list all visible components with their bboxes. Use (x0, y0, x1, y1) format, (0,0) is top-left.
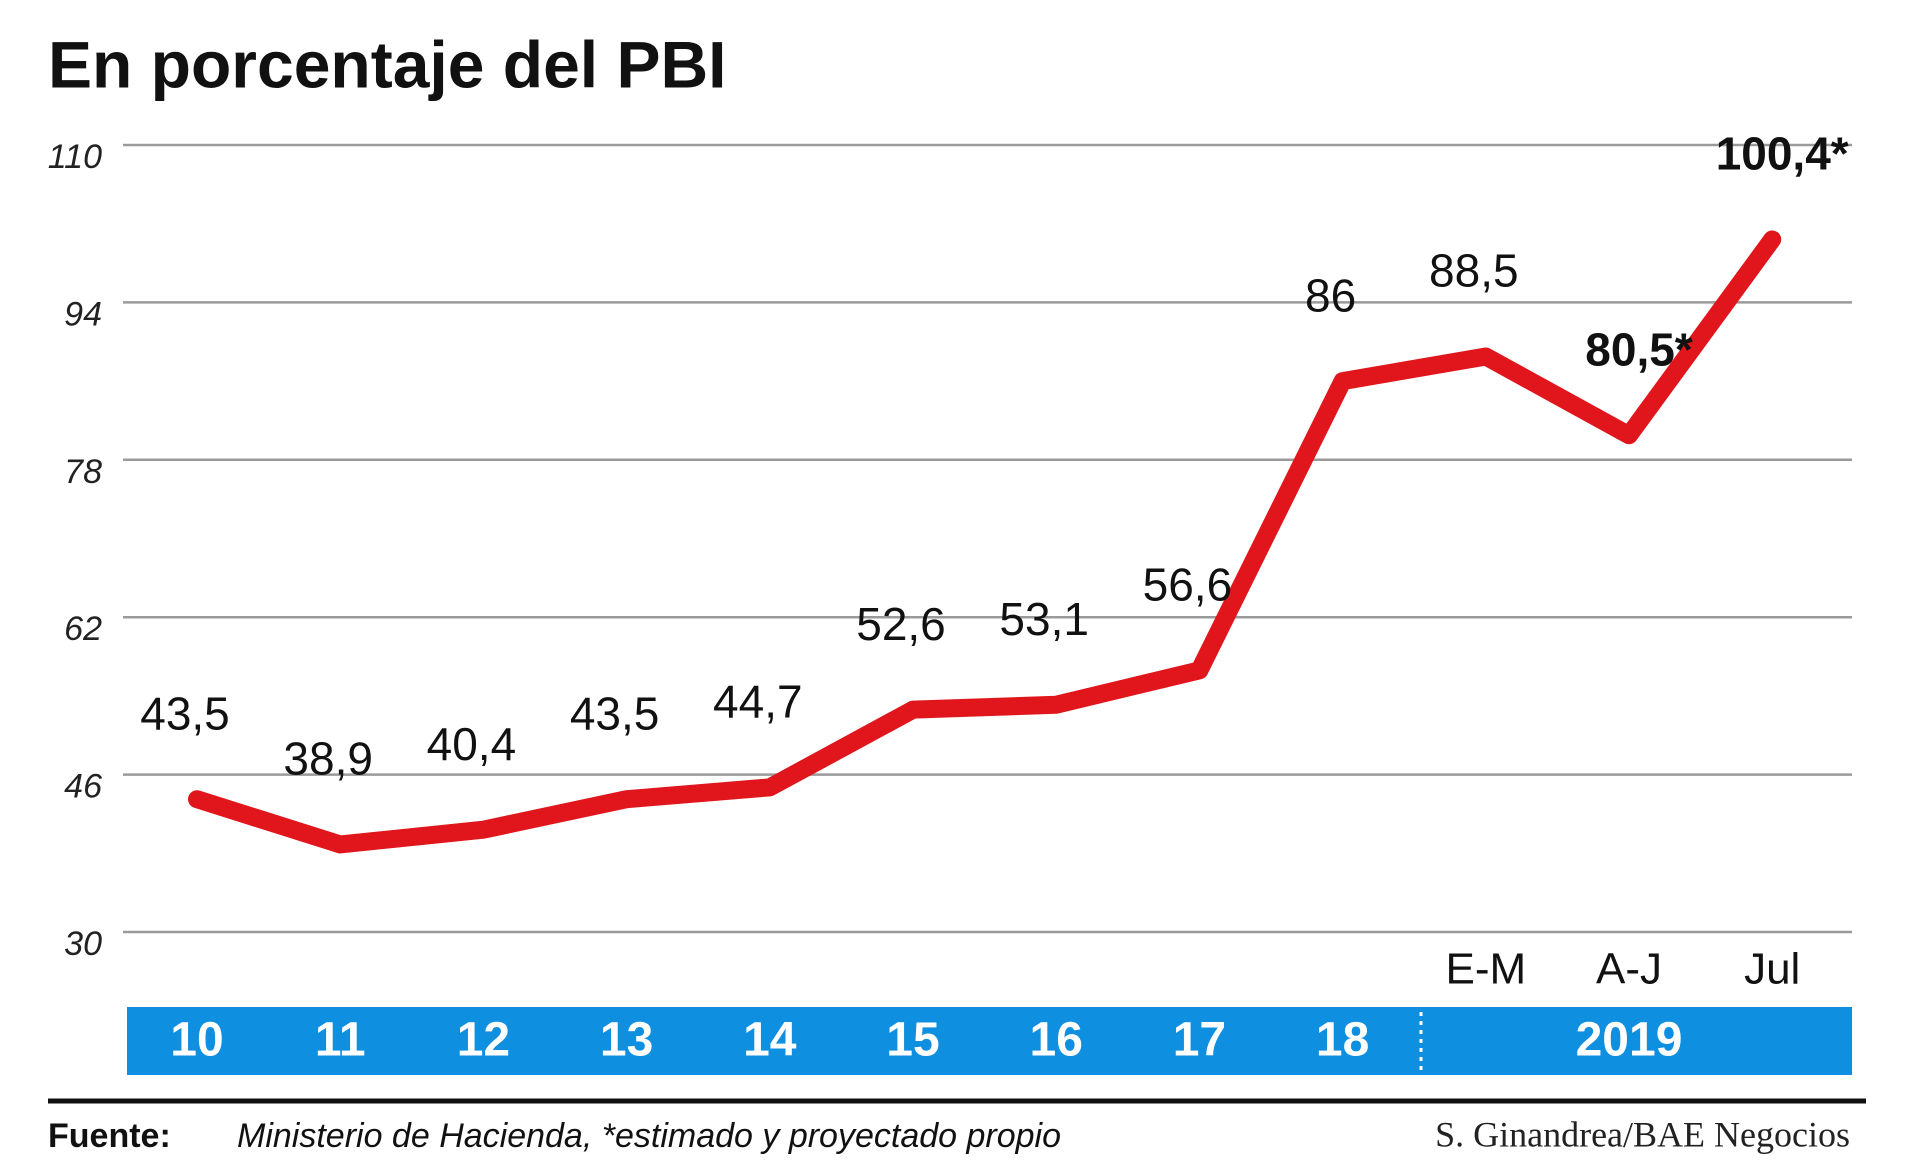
x-tick-label: E-M (1445, 945, 1526, 994)
credit: S. Ginandrea/BAE Negocios (1435, 1114, 1850, 1154)
data-line (188, 230, 1782, 854)
x-tick-label: 13 (600, 1014, 653, 1067)
y-tick-label: 30 (64, 925, 102, 963)
value-label: 88,5 (1429, 245, 1519, 297)
x-tick-label: 16 (1030, 1014, 1083, 1067)
x-tick-label: 15 (886, 1014, 939, 1067)
value-label: 38,9 (283, 733, 373, 785)
y-tick-label: 78 (64, 453, 102, 491)
x-tick-label: 17 (1173, 1014, 1226, 1067)
y-tick-label: 94 (64, 295, 102, 333)
group-label: 2019 (1576, 1014, 1683, 1067)
x-tick-label: 11 (315, 1014, 366, 1067)
value-label: 80,5* (1585, 323, 1693, 375)
source: Ministerio de Hacienda, *estimado y proy… (237, 1117, 1061, 1155)
source-label: Fuente: (48, 1117, 171, 1155)
x-tick-label: 12 (457, 1014, 510, 1067)
value-label: 56,6 (1143, 558, 1233, 610)
value-label: 52,6 (856, 598, 946, 650)
chart-title: En porcentaje del PBI (48, 27, 727, 101)
value-label: 100,4* (1716, 128, 1849, 180)
y-tick-label: 110 (48, 138, 102, 176)
value-label: 53,1 (999, 593, 1089, 645)
value-label: 43,5 (140, 687, 230, 739)
x-tick-label: 18 (1316, 1014, 1369, 1067)
value-label: 44,7 (713, 676, 803, 728)
x-tick-label: 10 (170, 1014, 223, 1067)
y-tick-label: 46 (64, 768, 102, 806)
value-label: 40,4 (427, 718, 517, 770)
category-band (127, 1007, 1852, 1075)
x-tick-label: Jul (1744, 945, 1800, 994)
value-label: 43,5 (570, 687, 660, 739)
x-tick-label: 14 (743, 1014, 797, 1067)
value-label: 86 (1305, 269, 1356, 321)
y-tick-label: 62 (64, 610, 102, 648)
x-tick-label: A-J (1596, 945, 1662, 994)
